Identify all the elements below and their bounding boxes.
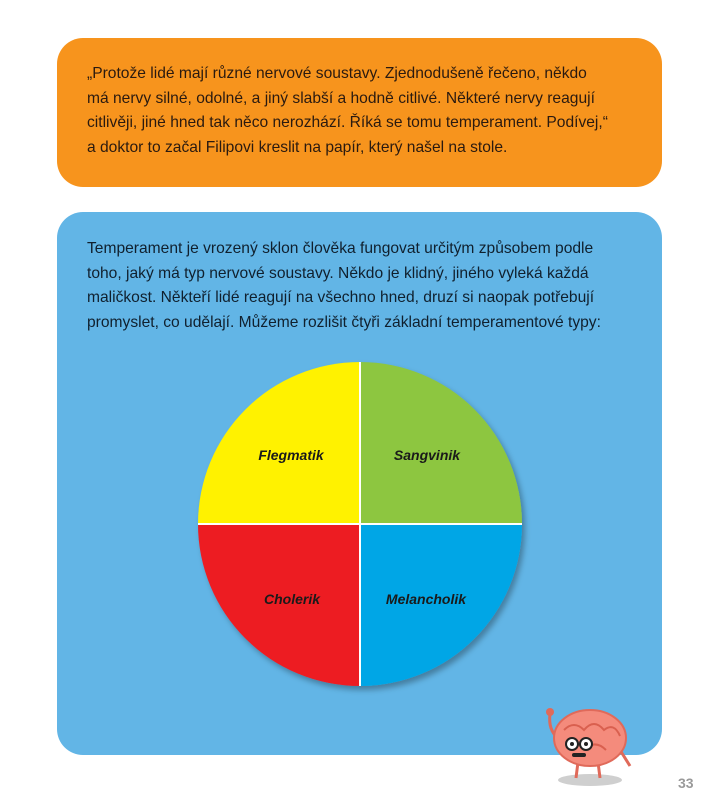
- quote-line: má nervy silné, odolné, a jiný slabší a …: [87, 89, 595, 107]
- quote-line: citlivěji, jiné hned tak něco nerozhází.…: [87, 114, 608, 132]
- info-line: Temperament je vrozený sklon člověka fun…: [87, 240, 594, 257]
- label-melancholik: Melancholik: [386, 591, 467, 607]
- label-flegmatik: Flegmatik: [258, 447, 325, 463]
- info-line: promyslet, co udělají. Můžeme rozlišit č…: [87, 313, 601, 331]
- quote-box: „Protože lidé mají různé nervové soustav…: [57, 38, 662, 187]
- page-number: 33: [678, 775, 694, 791]
- label-cholerik: Cholerik: [264, 591, 321, 607]
- quadrant-sangvinik: [360, 362, 522, 524]
- brain-mascot-icon: [546, 708, 632, 786]
- info-text: Temperament je vrozený sklon člověka fun…: [87, 237, 642, 335]
- quadrant-cholerik: [198, 524, 360, 686]
- info-line: maličkost. Někteří lidé reagují na všech…: [87, 289, 595, 307]
- temperament-diagram: Flegmatik Sangvinik Cholerik Melancholik: [198, 362, 522, 686]
- info-line: toho, jaký má typ nervové soustavy. Někd…: [87, 264, 589, 282]
- quadrant-melancholik: [360, 524, 522, 686]
- quote-text: „Protože lidé mají různé nervové soustav…: [87, 62, 642, 160]
- quote-line: „Protože lidé mají různé nervové soustav…: [87, 65, 587, 82]
- quadrant-flegmatik: [198, 362, 360, 524]
- label-sangvinik: Sangvinik: [394, 447, 461, 463]
- quote-line: a doktor to začal Filipovi kreslit na pa…: [87, 138, 508, 156]
